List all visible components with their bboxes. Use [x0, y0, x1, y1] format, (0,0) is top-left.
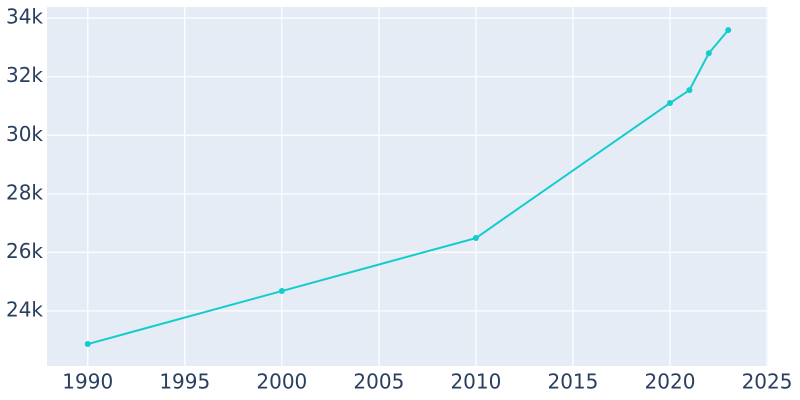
x-tick-label: 1995 [159, 370, 210, 394]
x-tick-label: 2025 [742, 370, 793, 394]
y-tick-label: 26k [6, 239, 43, 263]
x-tick-label: 2020 [645, 370, 696, 394]
x-tick-label: 2000 [256, 370, 307, 394]
marker [686, 87, 693, 94]
marker [666, 100, 673, 107]
y-tick-label: 24k [6, 297, 43, 321]
x-tick-label: 2010 [450, 370, 501, 394]
marker [472, 235, 479, 242]
y-tick-label: 34k [6, 5, 43, 29]
y-tick-label: 30k [6, 122, 43, 146]
marker [725, 27, 732, 34]
x-tick-label: 2005 [353, 370, 404, 394]
marker [84, 341, 91, 348]
x-tick-label: 2015 [547, 370, 598, 394]
x-tick-label: 1990 [62, 370, 113, 394]
marker [705, 50, 712, 57]
plot-area [47, 7, 768, 366]
marker [278, 288, 285, 295]
y-tick-label: 28k [6, 180, 43, 204]
y-tick-label: 32k [6, 63, 43, 87]
